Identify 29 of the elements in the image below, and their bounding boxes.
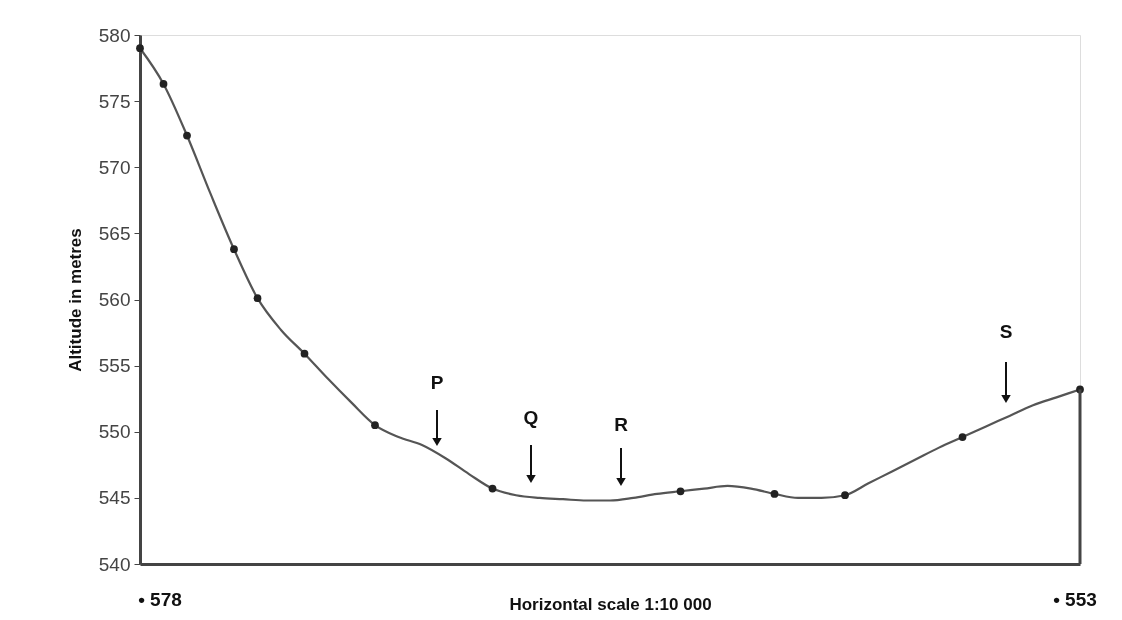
y-tick-label: 555 — [98, 355, 131, 377]
point — [136, 44, 144, 53]
point — [371, 421, 379, 429]
annotation: Q — [523, 407, 539, 428]
text: • 553 — [1053, 589, 1097, 610]
text: • 578 — [138, 589, 182, 610]
point — [159, 80, 168, 88]
point — [230, 245, 238, 254]
y-tick-label: 570 — [98, 156, 131, 178]
y-axis-title: Altitude in metres — [65, 228, 85, 372]
annotation: R — [614, 414, 629, 435]
annotation: P — [430, 372, 444, 393]
point — [770, 490, 779, 498]
y-tick-label: 580 — [98, 24, 131, 46]
point — [183, 131, 191, 140]
point — [676, 487, 685, 496]
point — [253, 294, 262, 303]
annotation: S — [999, 321, 1013, 342]
point — [488, 484, 497, 493]
point — [841, 491, 849, 500]
point — [958, 433, 967, 441]
y-tick-label: 540 — [98, 553, 131, 575]
y-tick-label: 560 — [98, 289, 131, 310]
y-tick-label: 550 — [98, 421, 131, 443]
y-tick-label: 575 — [98, 90, 131, 112]
point — [300, 349, 309, 358]
y-tick-label: 545 — [98, 487, 131, 509]
x-axis-title: Horizontal scale 1:10 000 — [509, 594, 712, 614]
y-tick-label: 565 — [98, 222, 131, 244]
